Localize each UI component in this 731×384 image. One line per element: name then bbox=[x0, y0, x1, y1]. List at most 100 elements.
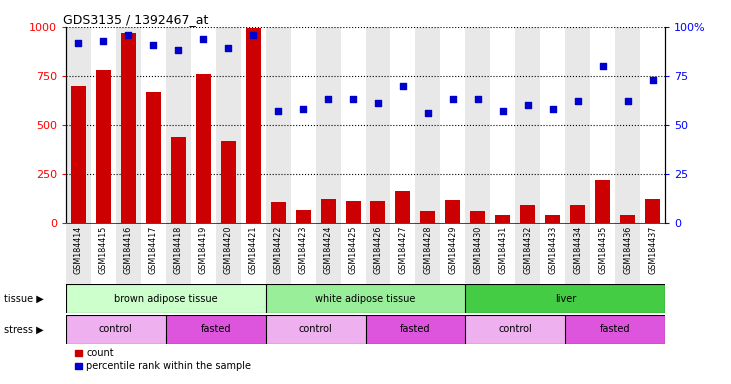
Bar bbox=[540, 27, 565, 223]
Bar bbox=[471, 211, 485, 223]
Bar bbox=[290, 27, 316, 223]
Bar bbox=[366, 27, 390, 223]
Bar bbox=[240, 223, 265, 284]
Bar bbox=[66, 223, 91, 284]
Bar bbox=[170, 137, 186, 223]
Bar bbox=[491, 27, 515, 223]
Bar bbox=[191, 27, 216, 223]
Bar bbox=[191, 223, 216, 284]
Bar bbox=[420, 211, 436, 223]
Text: fasted: fasted bbox=[200, 324, 231, 334]
Text: liver: liver bbox=[555, 293, 576, 304]
Bar bbox=[166, 27, 191, 223]
Bar bbox=[115, 223, 140, 284]
Point bbox=[647, 77, 659, 83]
Text: GSM184432: GSM184432 bbox=[523, 226, 532, 274]
Bar bbox=[440, 27, 466, 223]
Bar bbox=[290, 223, 316, 284]
Point bbox=[247, 31, 259, 38]
Bar bbox=[390, 27, 415, 223]
Point bbox=[173, 47, 184, 53]
Bar bbox=[616, 223, 640, 284]
Bar bbox=[395, 191, 411, 223]
Point bbox=[447, 96, 459, 103]
Bar bbox=[265, 315, 366, 344]
Bar bbox=[445, 200, 461, 223]
Text: GSM184420: GSM184420 bbox=[224, 226, 232, 274]
Point bbox=[222, 45, 234, 51]
Bar bbox=[216, 27, 240, 223]
Bar bbox=[66, 315, 166, 344]
Bar bbox=[295, 210, 311, 223]
Bar bbox=[91, 27, 115, 223]
Bar bbox=[415, 27, 440, 223]
Legend: count, percentile rank within the sample: count, percentile rank within the sample bbox=[71, 344, 255, 375]
Bar bbox=[366, 223, 390, 284]
Bar bbox=[545, 215, 561, 223]
Bar bbox=[496, 215, 510, 223]
Bar bbox=[515, 27, 540, 223]
Text: GSM184424: GSM184424 bbox=[324, 226, 333, 274]
Point bbox=[572, 98, 583, 104]
Bar bbox=[121, 33, 136, 223]
Bar bbox=[595, 180, 610, 223]
Point bbox=[72, 40, 84, 46]
Bar bbox=[71, 86, 86, 223]
Text: GSM184425: GSM184425 bbox=[349, 226, 357, 274]
Text: GSM184428: GSM184428 bbox=[423, 226, 433, 274]
Text: GSM184418: GSM184418 bbox=[174, 226, 183, 274]
Text: brown adipose tissue: brown adipose tissue bbox=[114, 293, 218, 304]
Text: GDS3135 / 1392467_at: GDS3135 / 1392467_at bbox=[63, 13, 208, 26]
Bar bbox=[140, 223, 166, 284]
Bar bbox=[565, 27, 590, 223]
Bar bbox=[91, 223, 115, 284]
Text: GSM184436: GSM184436 bbox=[624, 226, 632, 274]
Text: white adipose tissue: white adipose tissue bbox=[315, 293, 416, 304]
Text: GSM184414: GSM184414 bbox=[74, 226, 83, 274]
Point bbox=[397, 83, 409, 89]
Text: GSM184433: GSM184433 bbox=[548, 226, 557, 274]
Bar bbox=[341, 27, 366, 223]
Bar bbox=[265, 27, 290, 223]
Point bbox=[372, 100, 384, 106]
Text: GSM184415: GSM184415 bbox=[99, 226, 107, 274]
Text: GSM184423: GSM184423 bbox=[298, 226, 308, 274]
Text: GSM184437: GSM184437 bbox=[648, 226, 657, 274]
Text: GSM184427: GSM184427 bbox=[398, 226, 407, 274]
Bar bbox=[316, 27, 341, 223]
Bar bbox=[620, 215, 635, 223]
Text: GSM184416: GSM184416 bbox=[124, 226, 133, 274]
Bar bbox=[466, 315, 565, 344]
Point bbox=[97, 38, 109, 44]
Point bbox=[522, 102, 534, 108]
Text: stress ▶: stress ▶ bbox=[4, 324, 43, 334]
Bar bbox=[491, 223, 515, 284]
Text: GSM184430: GSM184430 bbox=[474, 226, 482, 274]
Bar bbox=[240, 27, 265, 223]
Bar bbox=[570, 205, 586, 223]
Bar bbox=[66, 284, 265, 313]
Bar bbox=[316, 223, 341, 284]
Bar bbox=[645, 199, 660, 223]
Text: control: control bbox=[299, 324, 333, 334]
Point bbox=[472, 96, 484, 103]
Bar bbox=[540, 223, 565, 284]
Text: GSM184421: GSM184421 bbox=[249, 226, 257, 274]
Point bbox=[148, 41, 159, 48]
Bar bbox=[565, 315, 665, 344]
Text: control: control bbox=[99, 324, 132, 334]
Point bbox=[122, 31, 134, 38]
Bar bbox=[440, 223, 466, 284]
Bar bbox=[246, 28, 260, 223]
Bar bbox=[265, 223, 290, 284]
Text: GSM184431: GSM184431 bbox=[499, 226, 507, 274]
Point bbox=[622, 98, 634, 104]
Bar bbox=[96, 70, 111, 223]
Point bbox=[497, 108, 509, 114]
Bar bbox=[166, 223, 191, 284]
Bar bbox=[466, 284, 665, 313]
Bar bbox=[196, 74, 211, 223]
Bar bbox=[346, 201, 360, 223]
Bar bbox=[270, 202, 286, 223]
Bar bbox=[591, 27, 616, 223]
